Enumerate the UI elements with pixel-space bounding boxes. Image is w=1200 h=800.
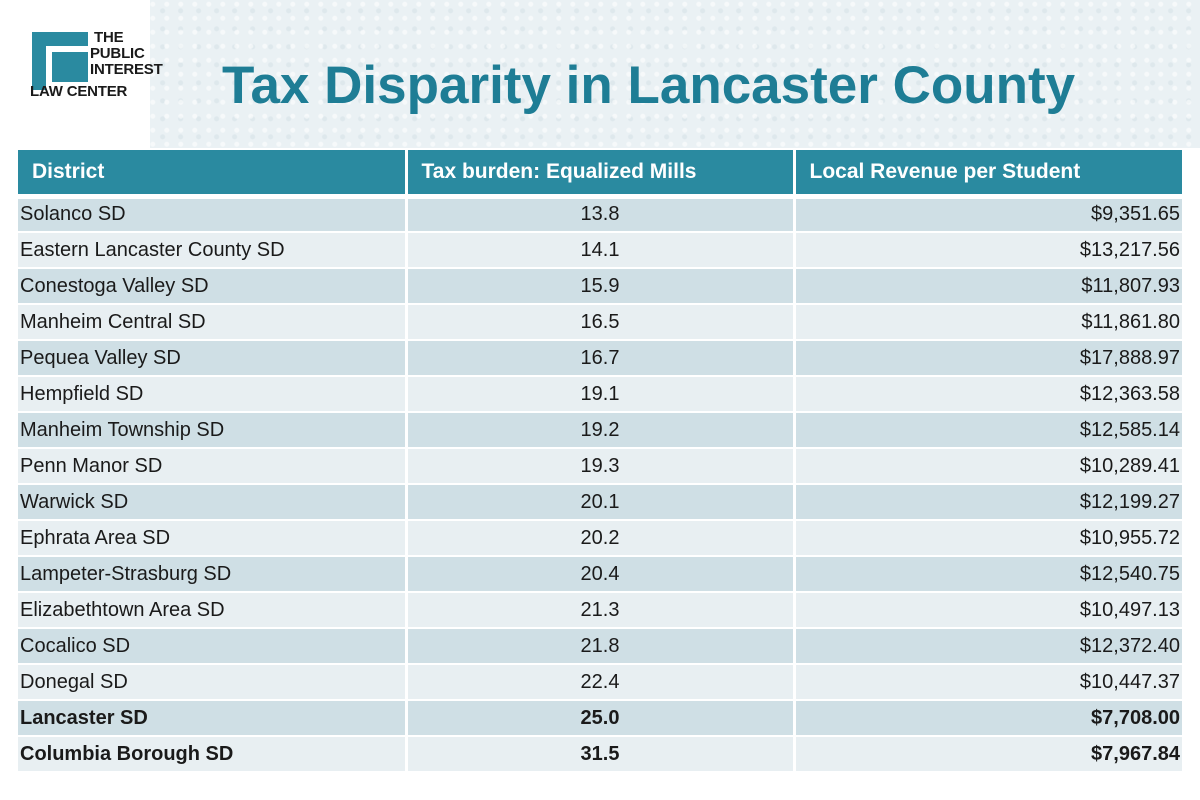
district-cell: Donegal SD — [18, 664, 408, 701]
district-cell: Penn Manor SD — [18, 448, 408, 485]
revenue-cell: $10,955.72 — [794, 520, 1182, 557]
table-row: Donegal SD 22.4 $10,447.37 — [18, 664, 1182, 701]
mills-cell: 16.5 — [406, 304, 796, 341]
mills-cell: 13.8 — [406, 196, 796, 233]
district-cell: Eastern Lancaster County SD — [18, 232, 408, 269]
mills-cell: 20.2 — [406, 520, 796, 557]
district-cell: Warwick SD — [18, 484, 408, 521]
mills-cell: 22.4 — [406, 664, 796, 701]
mills-cell: 19.1 — [406, 376, 796, 413]
mills-cell: 31.5 — [406, 736, 796, 773]
revenue-cell: $12,540.75 — [794, 556, 1182, 593]
column-header-tax-burden: Tax burden: Equalized Mills — [406, 150, 796, 199]
district-cell: Conestoga Valley SD — [18, 268, 408, 305]
mills-cell: 25.0 — [406, 700, 796, 737]
page-title: Tax Disparity in Lancaster County — [222, 56, 1076, 115]
mills-cell: 21.8 — [406, 628, 796, 665]
revenue-cell: $10,497.13 — [794, 592, 1182, 629]
mills-cell: 16.7 — [406, 340, 796, 377]
table-row: Ephrata Area SD 20.2 $10,955.72 — [18, 520, 1182, 557]
logo-line-4: LAW CENTER — [30, 83, 128, 100]
table-header-row: District Tax burden: Equalized Mills Loc… — [18, 150, 1182, 199]
mills-cell: 19.3 — [406, 448, 796, 485]
table-row: Lancaster SD 25.0 $7,708.00 — [18, 700, 1182, 737]
revenue-cell: $11,861.80 — [794, 304, 1182, 341]
column-header-revenue: Local Revenue per Student — [794, 150, 1182, 199]
revenue-cell: $10,447.37 — [794, 664, 1182, 701]
district-cell: Cocalico SD — [18, 628, 408, 665]
revenue-cell: $17,888.97 — [794, 340, 1182, 377]
logo-line-1: THE — [94, 29, 124, 46]
table-row: Manheim Township SD 19.2 $12,585.14 — [18, 412, 1182, 449]
district-cell: Lampeter-Strasburg SD — [18, 556, 408, 593]
revenue-cell: $13,217.56 — [794, 232, 1182, 269]
mills-cell: 20.1 — [406, 484, 796, 521]
table-row: Lampeter-Strasburg SD 20.4 $12,540.75 — [18, 556, 1182, 593]
table-row: Solanco SD 13.8 $9,351.65 — [18, 196, 1182, 233]
district-cell: Manheim Township SD — [18, 412, 408, 449]
district-cell: Solanco SD — [18, 196, 408, 233]
revenue-cell: $12,199.27 — [794, 484, 1182, 521]
revenue-cell: $7,708.00 — [794, 700, 1182, 737]
organization-logo: THE PUBLIC INTEREST LAW CENTER — [30, 29, 163, 120]
logo-text: THE PUBLIC INTEREST LAW CENTER — [30, 29, 163, 100]
revenue-cell: $12,363.58 — [794, 376, 1182, 413]
logo-mark-icon — [32, 32, 88, 90]
table-row: Elizabethtown Area SD 21.3 $10,497.13 — [18, 592, 1182, 629]
column-header-district: District — [18, 150, 408, 199]
mills-cell: 20.4 — [406, 556, 796, 593]
table-row: Hempfield SD 19.1 $12,363.58 — [18, 376, 1182, 413]
tax-disparity-table: District Tax burden: Equalized Mills Loc… — [18, 150, 1182, 773]
district-cell: Ephrata Area SD — [18, 520, 408, 557]
revenue-cell: $10,289.41 — [794, 448, 1182, 485]
district-cell: Elizabethtown Area SD — [18, 592, 408, 629]
mills-cell: 14.1 — [406, 232, 796, 269]
revenue-cell: $9,351.65 — [794, 196, 1182, 233]
mills-cell: 15.9 — [406, 268, 796, 305]
logo-line-3: INTEREST — [90, 61, 163, 78]
district-cell: Pequea Valley SD — [18, 340, 408, 377]
district-cell: Manheim Central SD — [18, 304, 408, 341]
table-row: Conestoga Valley SD 15.9 $11,807.93 — [18, 268, 1182, 305]
table-row: Cocalico SD 21.8 $12,372.40 — [18, 628, 1182, 665]
revenue-cell: $11,807.93 — [794, 268, 1182, 305]
table-row: Columbia Borough SD 31.5 $7,967.84 — [18, 736, 1182, 773]
revenue-cell: $12,372.40 — [794, 628, 1182, 665]
revenue-cell: $12,585.14 — [794, 412, 1182, 449]
table-body: Solanco SD 13.8 $9,351.65 Eastern Lancaster… — [18, 196, 1182, 773]
district-cell: Lancaster SD — [18, 700, 408, 737]
table-row: Penn Manor SD 19.3 $10,289.41 — [18, 448, 1182, 485]
table-row: Warwick SD 20.1 $12,199.27 — [18, 484, 1182, 521]
header-background — [150, 0, 1200, 148]
logo-line-2: PUBLIC — [90, 45, 145, 62]
district-cell: Columbia Borough SD — [18, 736, 408, 773]
mills-cell: 21.3 — [406, 592, 796, 629]
district-cell: Hempfield SD — [18, 376, 408, 413]
revenue-cell: $7,967.84 — [794, 736, 1182, 773]
table-row: Manheim Central SD 16.5 $11,861.80 — [18, 304, 1182, 341]
table-row: Pequea Valley SD 16.7 $17,888.97 — [18, 340, 1182, 377]
table-row: Eastern Lancaster County SD 14.1 $13,217.5… — [18, 232, 1182, 269]
mills-cell: 19.2 — [406, 412, 796, 449]
